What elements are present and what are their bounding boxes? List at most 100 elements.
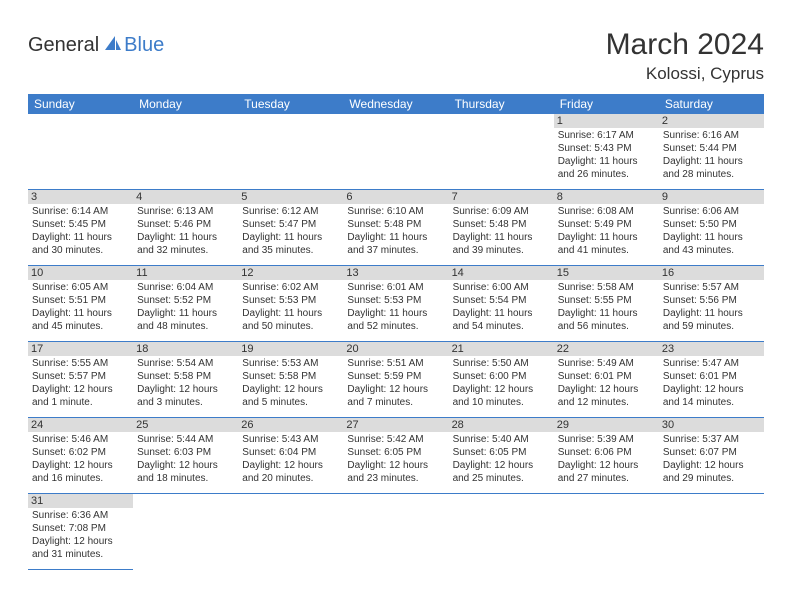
day-number: 24 bbox=[28, 418, 133, 432]
sunrise-text: Sunrise: 6:12 AM bbox=[242, 205, 339, 218]
daylight-text: Daylight: 11 hours and 45 minutes. bbox=[32, 307, 129, 333]
sunset-text: Sunset: 5:47 PM bbox=[242, 218, 339, 231]
month-title: March 2024 bbox=[606, 28, 764, 62]
day-number: 29 bbox=[554, 418, 659, 432]
day-number: 14 bbox=[449, 266, 554, 280]
day-details: Sunrise: 5:37 AMSunset: 6:07 PMDaylight:… bbox=[663, 433, 760, 485]
empty-cell bbox=[343, 114, 448, 190]
sunset-text: Sunset: 5:53 PM bbox=[242, 294, 339, 307]
calendar-week-row: 10Sunrise: 6:05 AMSunset: 5:51 PMDayligh… bbox=[28, 266, 764, 342]
calendar-cell bbox=[343, 494, 448, 570]
sunrise-text: Sunrise: 6:05 AM bbox=[32, 281, 129, 294]
sunset-text: Sunset: 6:07 PM bbox=[663, 446, 760, 459]
sunset-text: Sunset: 6:06 PM bbox=[558, 446, 655, 459]
calendar-cell: 6Sunrise: 6:10 AMSunset: 5:48 PMDaylight… bbox=[343, 190, 448, 266]
sunrise-text: Sunrise: 5:47 AM bbox=[663, 357, 760, 370]
daylight-text: Daylight: 11 hours and 26 minutes. bbox=[558, 155, 655, 181]
day-details: Sunrise: 5:51 AMSunset: 5:59 PMDaylight:… bbox=[347, 357, 444, 409]
sunrise-text: Sunrise: 6:04 AM bbox=[137, 281, 234, 294]
day-details: Sunrise: 5:58 AMSunset: 5:55 PMDaylight:… bbox=[558, 281, 655, 333]
day-details: Sunrise: 5:53 AMSunset: 5:58 PMDaylight:… bbox=[242, 357, 339, 409]
sunrise-text: Sunrise: 6:09 AM bbox=[453, 205, 550, 218]
daylight-text: Daylight: 12 hours and 3 minutes. bbox=[137, 383, 234, 409]
calendar-week-row: 31Sunrise: 6:36 AMSunset: 7:08 PMDayligh… bbox=[28, 494, 764, 570]
sunset-text: Sunset: 7:08 PM bbox=[32, 522, 129, 535]
calendar-cell bbox=[449, 114, 554, 190]
sunset-text: Sunset: 6:05 PM bbox=[453, 446, 550, 459]
sunrise-text: Sunrise: 5:55 AM bbox=[32, 357, 129, 370]
day-number: 6 bbox=[343, 190, 448, 204]
sunset-text: Sunset: 6:00 PM bbox=[453, 370, 550, 383]
calendar-cell bbox=[449, 494, 554, 570]
day-number: 23 bbox=[659, 342, 764, 356]
sunrise-text: Sunrise: 5:42 AM bbox=[347, 433, 444, 446]
calendar-cell: 26Sunrise: 5:43 AMSunset: 6:04 PMDayligh… bbox=[238, 418, 343, 494]
calendar-week-row: 17Sunrise: 5:55 AMSunset: 5:57 PMDayligh… bbox=[28, 342, 764, 418]
day-number: 12 bbox=[238, 266, 343, 280]
empty-cell bbox=[238, 114, 343, 190]
daylight-text: Daylight: 11 hours and 30 minutes. bbox=[32, 231, 129, 257]
day-header: Sunday bbox=[28, 94, 133, 114]
empty-cell bbox=[133, 114, 238, 190]
calendar-cell: 23Sunrise: 5:47 AMSunset: 6:01 PMDayligh… bbox=[659, 342, 764, 418]
sunset-text: Sunset: 5:52 PM bbox=[137, 294, 234, 307]
daylight-text: Daylight: 11 hours and 35 minutes. bbox=[242, 231, 339, 257]
day-number: 8 bbox=[554, 190, 659, 204]
day-number: 30 bbox=[659, 418, 764, 432]
sunrise-text: Sunrise: 5:51 AM bbox=[347, 357, 444, 370]
day-number: 21 bbox=[449, 342, 554, 356]
sunrise-text: Sunrise: 5:58 AM bbox=[558, 281, 655, 294]
sunrise-text: Sunrise: 5:37 AM bbox=[663, 433, 760, 446]
sunrise-text: Sunrise: 5:46 AM bbox=[32, 433, 129, 446]
daylight-text: Daylight: 12 hours and 23 minutes. bbox=[347, 459, 444, 485]
calendar-cell: 28Sunrise: 5:40 AMSunset: 6:05 PMDayligh… bbox=[449, 418, 554, 494]
day-number: 13 bbox=[343, 266, 448, 280]
sunset-text: Sunset: 5:59 PM bbox=[347, 370, 444, 383]
daylight-text: Daylight: 11 hours and 32 minutes. bbox=[137, 231, 234, 257]
daylight-text: Daylight: 12 hours and 25 minutes. bbox=[453, 459, 550, 485]
sunrise-text: Sunrise: 5:54 AM bbox=[137, 357, 234, 370]
day-details: Sunrise: 5:44 AMSunset: 6:03 PMDaylight:… bbox=[137, 433, 234, 485]
daylight-text: Daylight: 11 hours and 43 minutes. bbox=[663, 231, 760, 257]
day-number: 27 bbox=[343, 418, 448, 432]
calendar-cell: 22Sunrise: 5:49 AMSunset: 6:01 PMDayligh… bbox=[554, 342, 659, 418]
day-details: Sunrise: 5:55 AMSunset: 5:57 PMDaylight:… bbox=[32, 357, 129, 409]
sunset-text: Sunset: 5:48 PM bbox=[347, 218, 444, 231]
day-header: Monday bbox=[133, 94, 238, 114]
sunrise-text: Sunrise: 6:00 AM bbox=[453, 281, 550, 294]
day-details: Sunrise: 6:00 AMSunset: 5:54 PMDaylight:… bbox=[453, 281, 550, 333]
sunrise-text: Sunrise: 6:02 AM bbox=[242, 281, 339, 294]
brand-text-general: General bbox=[28, 34, 99, 57]
day-number: 2 bbox=[659, 114, 764, 128]
day-details: Sunrise: 6:01 AMSunset: 5:53 PMDaylight:… bbox=[347, 281, 444, 333]
day-details: Sunrise: 6:08 AMSunset: 5:49 PMDaylight:… bbox=[558, 205, 655, 257]
calendar-cell bbox=[133, 114, 238, 190]
calendar-cell bbox=[554, 494, 659, 570]
day-number: 31 bbox=[28, 494, 133, 508]
day-details: Sunrise: 5:47 AMSunset: 6:01 PMDaylight:… bbox=[663, 357, 760, 409]
calendar-cell bbox=[238, 114, 343, 190]
daylight-text: Daylight: 12 hours and 10 minutes. bbox=[453, 383, 550, 409]
sunrise-text: Sunrise: 5:39 AM bbox=[558, 433, 655, 446]
daylight-text: Daylight: 11 hours and 28 minutes. bbox=[663, 155, 760, 181]
sunrise-text: Sunrise: 5:44 AM bbox=[137, 433, 234, 446]
sunset-text: Sunset: 5:48 PM bbox=[453, 218, 550, 231]
calendar-cell bbox=[28, 114, 133, 190]
sunrise-text: Sunrise: 5:53 AM bbox=[242, 357, 339, 370]
daylight-text: Daylight: 12 hours and 18 minutes. bbox=[137, 459, 234, 485]
calendar-cell: 8Sunrise: 6:08 AMSunset: 5:49 PMDaylight… bbox=[554, 190, 659, 266]
day-details: Sunrise: 6:17 AMSunset: 5:43 PMDaylight:… bbox=[558, 129, 655, 181]
daylight-text: Daylight: 11 hours and 50 minutes. bbox=[242, 307, 339, 333]
sunset-text: Sunset: 6:03 PM bbox=[137, 446, 234, 459]
sunset-text: Sunset: 6:05 PM bbox=[347, 446, 444, 459]
calendar-cell: 14Sunrise: 6:00 AMSunset: 5:54 PMDayligh… bbox=[449, 266, 554, 342]
sunrise-text: Sunrise: 6:14 AM bbox=[32, 205, 129, 218]
calendar-cell: 24Sunrise: 5:46 AMSunset: 6:02 PMDayligh… bbox=[28, 418, 133, 494]
calendar-cell bbox=[133, 494, 238, 570]
brand-text-blue: Blue bbox=[124, 34, 164, 57]
day-details: Sunrise: 5:40 AMSunset: 6:05 PMDaylight:… bbox=[453, 433, 550, 485]
sunset-text: Sunset: 5:45 PM bbox=[32, 218, 129, 231]
day-details: Sunrise: 6:13 AMSunset: 5:46 PMDaylight:… bbox=[137, 205, 234, 257]
daylight-text: Daylight: 12 hours and 31 minutes. bbox=[32, 535, 129, 561]
header: General Blue March 2024 Kolossi, Cyprus bbox=[28, 28, 764, 84]
